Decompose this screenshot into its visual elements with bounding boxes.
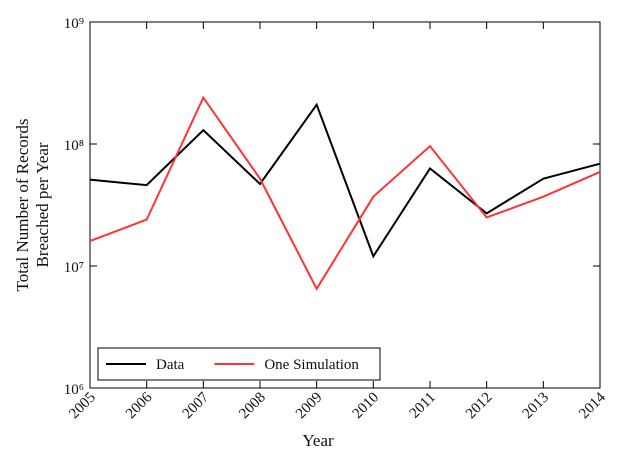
- x-tick-label: 2008: [236, 390, 269, 423]
- x-tick-label: 2014: [576, 389, 609, 422]
- series-line: [89, 95, 601, 291]
- x-axis-label: Year: [302, 431, 334, 450]
- x-tick-label: 2013: [520, 390, 553, 423]
- y-tick-label: 10⁷: [64, 260, 84, 276]
- y-tick-label: 10⁶: [64, 382, 84, 398]
- legend-label: Data: [156, 357, 185, 373]
- series-line: [89, 102, 601, 259]
- plot-frame: [89, 21, 601, 389]
- x-tick-label: 2006: [123, 389, 156, 422]
- legend-label: One Simulation: [264, 357, 359, 373]
- y-axis-label: Total Number of Records Breached per Yea…: [13, 118, 52, 291]
- y-tick-label: 10⁹: [64, 16, 84, 32]
- x-tick-label: 2010: [350, 390, 383, 423]
- y-axis-label-line: Breached per Year: [33, 142, 52, 267]
- x-tick-label: 2012: [463, 390, 496, 423]
- y-axis-label-line: Total Number of Records: [13, 118, 32, 291]
- legend: Data One Simulation: [97, 347, 381, 381]
- x-tick-label: 2009: [293, 390, 326, 423]
- x-tick-label: 2007: [180, 389, 213, 422]
- x-tick-label: 2011: [407, 390, 439, 422]
- y-tick-label: 10⁸: [64, 138, 84, 154]
